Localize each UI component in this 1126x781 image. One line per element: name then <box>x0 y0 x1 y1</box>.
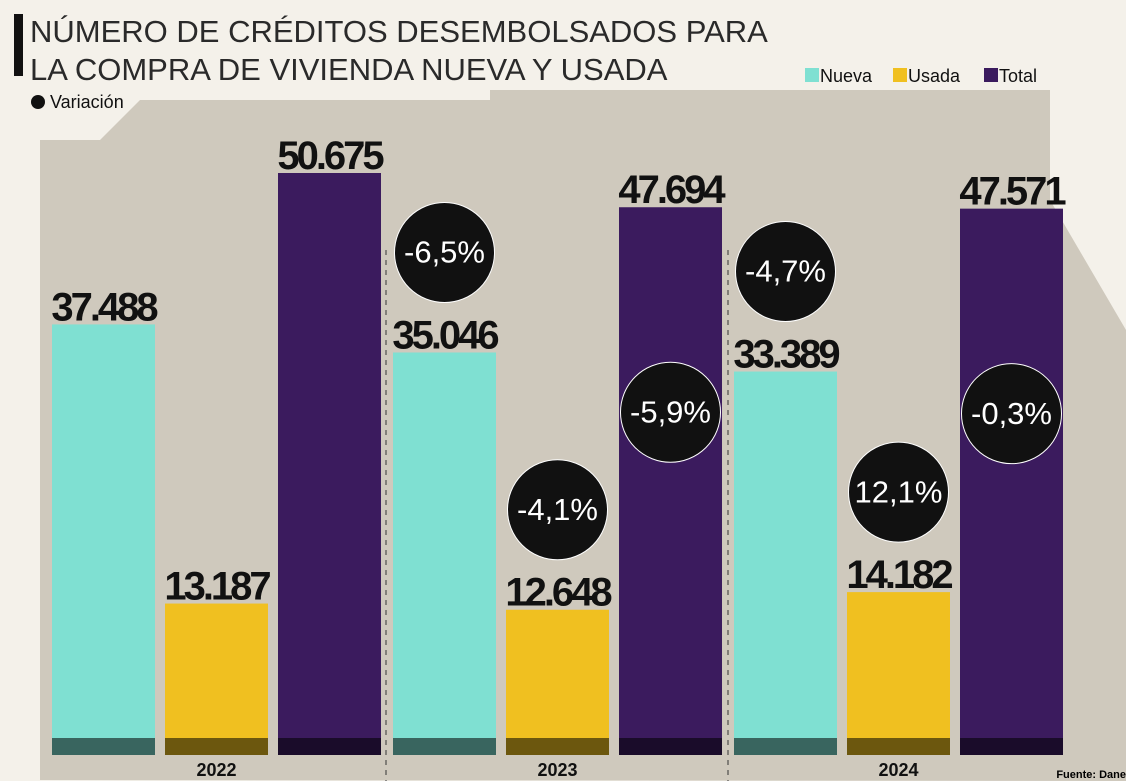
bar-foot <box>506 738 609 755</box>
x-tick-label: 2023 <box>537 760 577 780</box>
change-label: -5,9% <box>630 394 711 429</box>
bar-foot <box>734 738 837 755</box>
change-label: -0,3% <box>971 396 1052 431</box>
change-label: -4,1% <box>517 492 598 527</box>
bar-foot <box>278 738 381 755</box>
legend-dot <box>31 95 45 109</box>
value-label: 14.182 <box>846 553 952 597</box>
change-label: -6,5% <box>404 235 485 270</box>
chart-title: NÚMERO DE CRÉDITOS DESEMBOLSADOS PARA <box>30 14 768 49</box>
chart-title: LA COMPRA DE VIVIENDA NUEVA Y USADA <box>30 52 668 87</box>
bar <box>52 324 155 755</box>
source: Fuente: Dane <box>1056 769 1126 781</box>
value-label: 13.187 <box>164 565 270 609</box>
bar <box>619 207 722 755</box>
bar <box>393 352 496 755</box>
bar <box>960 209 1063 755</box>
bar-foot <box>52 738 155 755</box>
bar-foot <box>165 738 268 755</box>
change-label: 12,1% <box>855 474 943 509</box>
change-label: -4,7% <box>745 254 826 289</box>
title-bar <box>14 14 23 76</box>
legend-label: Variación <box>50 92 124 112</box>
bar <box>278 173 381 755</box>
x-tick-label: 2022 <box>196 760 236 780</box>
x-tick-label: 2024 <box>878 760 918 780</box>
bar-foot <box>847 738 950 755</box>
legend-swatch <box>893 68 907 82</box>
chart: NÚMERO DE CRÉDITOS DESEMBOLSADOS PARA LA… <box>0 0 1126 781</box>
legend-label: Total <box>999 66 1037 86</box>
value-label: 37.488 <box>51 285 158 329</box>
legend-label: Usada <box>908 66 961 86</box>
bar <box>734 372 837 755</box>
legend-swatch <box>984 68 998 82</box>
bar-foot <box>960 738 1063 755</box>
bar-foot <box>393 738 496 755</box>
value-label: 33.389 <box>733 333 839 377</box>
value-label: 47.571 <box>959 170 1066 214</box>
value-label: 35.046 <box>392 313 498 357</box>
bar <box>847 592 950 755</box>
legend-swatch <box>805 68 819 82</box>
bar-foot <box>619 738 722 755</box>
legend-label: Nueva <box>820 66 873 86</box>
bar <box>165 604 268 755</box>
value-label: 50.675 <box>277 134 384 178</box>
value-label: 47.694 <box>618 168 726 212</box>
value-label: 12.648 <box>505 571 612 615</box>
bar <box>506 610 609 755</box>
